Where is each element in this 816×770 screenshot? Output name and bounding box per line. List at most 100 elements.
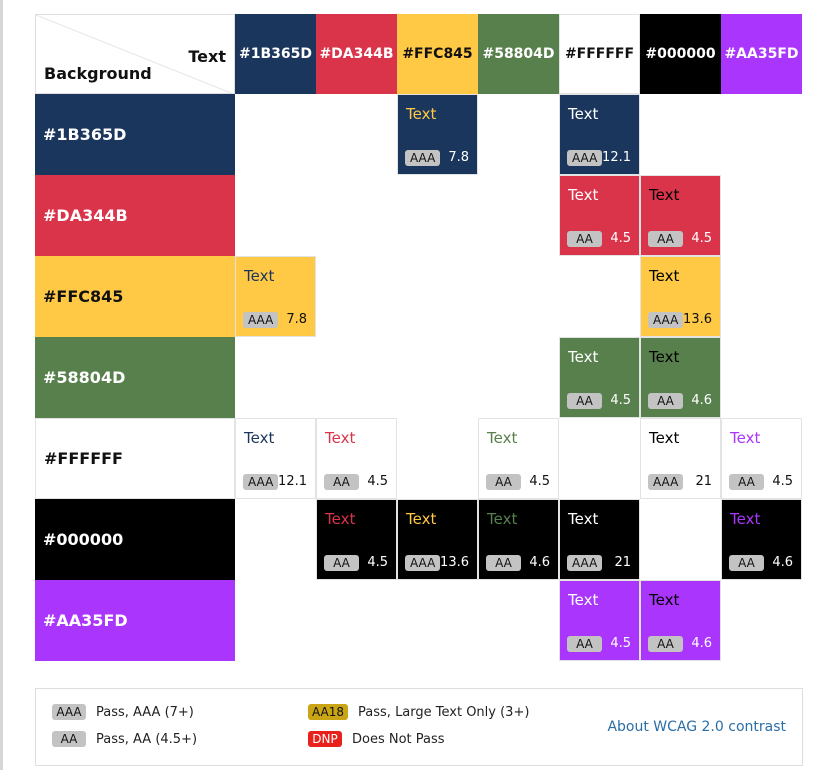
sample-text: Text bbox=[649, 348, 680, 366]
text-axis-label: Text bbox=[188, 47, 226, 66]
contrast-ratio: 4.6 bbox=[691, 393, 712, 408]
contrast-ratio: 7.8 bbox=[448, 150, 469, 165]
contrast-ratio: 4.5 bbox=[610, 636, 631, 651]
rating-badge: AAA bbox=[567, 555, 603, 571]
legend-badge-aa18: AA18 bbox=[308, 704, 349, 720]
about-wcag-link[interactable]: About WCAG 2.0 contrast bbox=[607, 719, 786, 735]
contrast-cell: Text AAA 12.1 bbox=[235, 418, 316, 499]
rating-badge: AA bbox=[324, 474, 359, 490]
sample-text: Text bbox=[325, 510, 356, 528]
rating-badge: AAA bbox=[405, 150, 441, 166]
contrast-ratio: 4.5 bbox=[610, 231, 631, 246]
contrast-ratio: 4.6 bbox=[691, 636, 712, 651]
rating-badge: AAA bbox=[648, 312, 684, 328]
rating-badge: AAA bbox=[648, 474, 684, 490]
sample-text: Text bbox=[487, 510, 518, 528]
rating-badge: AA bbox=[648, 231, 683, 247]
column-header-5: #000000 bbox=[640, 14, 721, 94]
contrast-ratio: 21 bbox=[695, 474, 712, 489]
legend-label-aa18: Pass, Large Text Only (3+) bbox=[358, 704, 530, 720]
contrast-cell: Text AAA 7.8 bbox=[235, 256, 316, 337]
sample-text: Text bbox=[568, 510, 599, 528]
sample-text: Text bbox=[244, 267, 275, 285]
legend-item-aa: AA Pass, AA (4.5+) bbox=[52, 731, 197, 747]
contrast-ratio: 13.6 bbox=[683, 312, 712, 327]
contrast-ratio: 4.5 bbox=[691, 231, 712, 246]
sample-text: Text bbox=[649, 186, 680, 204]
sample-text: Text bbox=[325, 429, 356, 447]
rating-badge: AA bbox=[486, 474, 521, 490]
rating-badge: AAA bbox=[243, 474, 279, 490]
sample-text: Text bbox=[568, 591, 599, 609]
contrast-ratio: 4.5 bbox=[367, 555, 388, 570]
contrast-cell: Text AA 4.5 bbox=[721, 418, 802, 499]
contrast-ratio: 12.1 bbox=[602, 150, 631, 165]
sample-text: Text bbox=[406, 105, 437, 123]
contrast-ratio: 21 bbox=[614, 555, 631, 570]
column-header-1: #DA344B bbox=[316, 14, 397, 94]
sample-text: Text bbox=[649, 267, 680, 285]
contrast-cell: Text AAA 21 bbox=[559, 499, 640, 580]
row-header-1: #DA344B bbox=[35, 175, 235, 256]
legend-badge-aa: AA bbox=[52, 731, 86, 747]
row-header-3: #58804D bbox=[35, 337, 235, 418]
contrast-cell: Text AA 4.5 bbox=[316, 499, 397, 580]
contrast-cell: Text AA 4.6 bbox=[640, 580, 721, 661]
contrast-cell: Text AA 4.5 bbox=[559, 175, 640, 256]
legend-label-aaa: Pass, AAA (7+) bbox=[96, 704, 194, 720]
contrast-ratio: 13.6 bbox=[440, 555, 469, 570]
rating-badge: AA bbox=[486, 555, 521, 571]
sample-text: Text bbox=[730, 510, 761, 528]
background-axis-label: Background bbox=[44, 64, 152, 83]
sample-text: Text bbox=[730, 429, 761, 447]
contrast-ratio: 4.5 bbox=[529, 474, 550, 489]
contrast-cell: Text AAA 13.6 bbox=[397, 499, 478, 580]
column-header-0: #1B365D bbox=[235, 14, 316, 94]
rating-badge: AA bbox=[648, 393, 683, 409]
rating-badge: AAA bbox=[243, 312, 279, 328]
legend: AAA Pass, AAA (7+) AA Pass, AA (4.5+) AA… bbox=[35, 688, 803, 766]
rating-badge: AAA bbox=[405, 555, 441, 571]
sample-text: Text bbox=[568, 105, 599, 123]
row-header-2: #FFC845 bbox=[35, 256, 235, 337]
contrast-ratio: 4.5 bbox=[610, 393, 631, 408]
row-header-5: #000000 bbox=[35, 499, 235, 580]
contrast-cell: Text AA 4.6 bbox=[478, 499, 559, 580]
contrast-ratio: 4.5 bbox=[772, 474, 793, 489]
left-divider bbox=[0, 0, 3, 770]
column-header-2: #FFC845 bbox=[397, 14, 478, 94]
sample-text: Text bbox=[649, 429, 680, 447]
rating-badge: AA bbox=[729, 555, 764, 571]
corner-header: Text Background bbox=[35, 14, 235, 94]
column-header-4: #FFFFFF bbox=[559, 14, 640, 94]
legend-item-aaa: AAA Pass, AAA (7+) bbox=[52, 704, 194, 720]
rating-badge: AA bbox=[567, 393, 602, 409]
contrast-ratio: 4.6 bbox=[772, 555, 793, 570]
contrast-cell: Text AAA 21 bbox=[640, 418, 721, 499]
contrast-cell: Text AA 4.6 bbox=[640, 337, 721, 418]
sample-text: Text bbox=[568, 348, 599, 366]
column-header-3: #58804D bbox=[478, 14, 559, 94]
rating-badge: AA bbox=[567, 231, 602, 247]
legend-label-dnp: Does Not Pass bbox=[352, 731, 445, 747]
contrast-cell: Text AA 4.6 bbox=[721, 499, 802, 580]
rating-badge: AA bbox=[648, 636, 683, 652]
sample-text: Text bbox=[568, 186, 599, 204]
contrast-cell: Text AA 4.5 bbox=[478, 418, 559, 499]
contrast-cell: Text AA 4.5 bbox=[559, 337, 640, 418]
row-header-4: #FFFFFF bbox=[35, 418, 235, 499]
contrast-ratio: 12.1 bbox=[278, 474, 307, 489]
contrast-cell: Text AAA 12.1 bbox=[559, 94, 640, 175]
contrast-cell: Text AAA 7.8 bbox=[397, 94, 478, 175]
contrast-cell: Text AA 4.5 bbox=[559, 580, 640, 661]
row-header-6: #AA35FD bbox=[35, 580, 235, 661]
contrast-cell: Text AAA 13.6 bbox=[640, 256, 721, 337]
contrast-cell: Text AA 4.5 bbox=[316, 418, 397, 499]
contrast-ratio: 4.6 bbox=[529, 555, 550, 570]
sample-text: Text bbox=[244, 429, 275, 447]
row-header-0: #1B365D bbox=[35, 94, 235, 175]
legend-item-aa18: AA18 Pass, Large Text Only (3+) bbox=[308, 704, 529, 720]
sample-text: Text bbox=[406, 510, 437, 528]
column-header-6: #AA35FD bbox=[721, 14, 802, 94]
rating-badge: AA bbox=[567, 636, 602, 652]
